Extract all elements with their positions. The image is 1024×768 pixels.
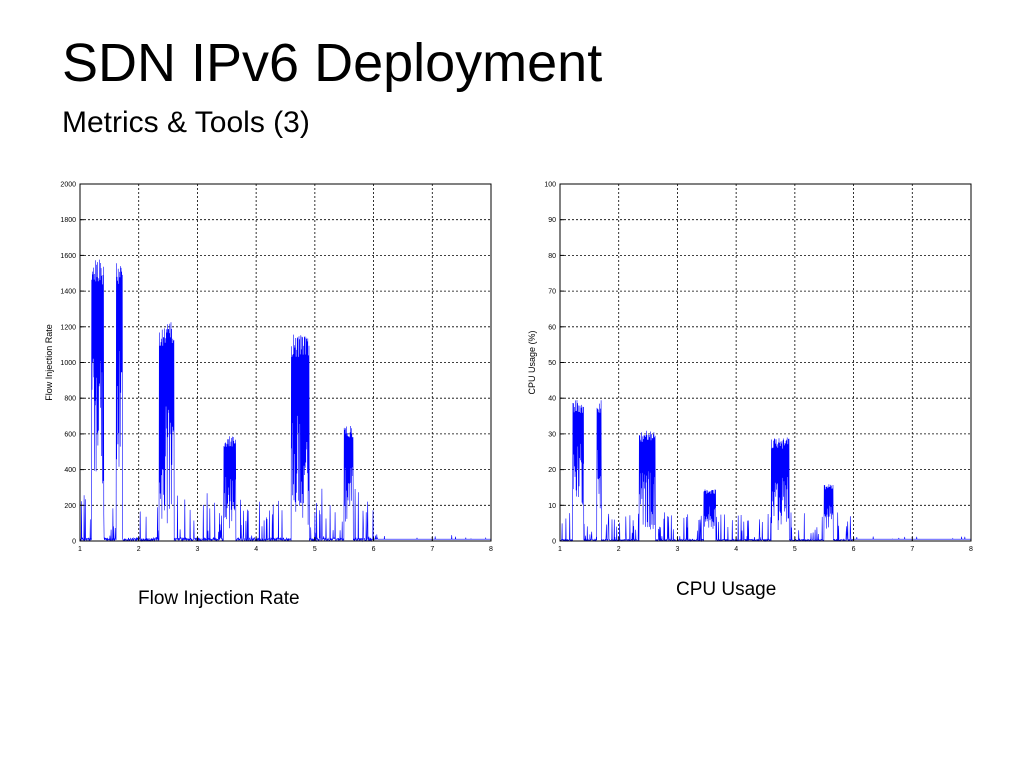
chart-flow-injection-rate: 1 2 3 4 5 6 7 8 0 200 400 600 800 1000 1200 1400 1600 180… bbox=[44, 182, 493, 554]
x-tick-label: 6 bbox=[372, 546, 376, 553]
y-tick-label: 1600 bbox=[60, 253, 76, 260]
caption-flow-injection-rate: Flow Injection Rate bbox=[138, 588, 300, 609]
y-tick-label: 1200 bbox=[60, 324, 76, 331]
y-tick-label: 2000 bbox=[60, 182, 76, 189]
x-tick-label: 2 bbox=[137, 546, 141, 553]
y-tick-label: 1800 bbox=[60, 217, 76, 224]
y-tick-label: 1000 bbox=[60, 360, 76, 367]
x-tick-label: 6 bbox=[852, 546, 856, 553]
x-tick-label: 8 bbox=[969, 546, 973, 553]
slide-title: SDN IPv6 Deployment bbox=[62, 33, 603, 93]
y-tick-label: 0 bbox=[552, 539, 556, 546]
x-tick-label: 3 bbox=[195, 546, 199, 553]
y-axis-label: CPU Usage (%) bbox=[527, 330, 537, 394]
y-tick-label: 600 bbox=[64, 431, 76, 438]
y-tick-label: 40 bbox=[548, 396, 556, 403]
y-tick-label: 800 bbox=[64, 396, 76, 403]
x-tick-label: 1 bbox=[78, 546, 82, 553]
y-axis-label: Flow Injection Rate bbox=[44, 324, 54, 401]
x-tick-label: 1 bbox=[558, 546, 562, 553]
y-tick-label: 400 bbox=[64, 467, 76, 474]
x-tick-label: 8 bbox=[489, 546, 493, 553]
y-tick-label: 70 bbox=[548, 289, 556, 296]
y-tick-label: 30 bbox=[548, 431, 556, 438]
y-tick-label: 90 bbox=[548, 217, 556, 224]
x-tick-label: 4 bbox=[734, 546, 738, 553]
x-tick-label: 3 bbox=[675, 546, 679, 553]
y-tick-label: 1400 bbox=[60, 289, 76, 296]
x-tick-label: 4 bbox=[254, 546, 258, 553]
x-tick-label: 7 bbox=[430, 546, 434, 553]
y-tick-label: 80 bbox=[548, 253, 556, 260]
x-tick-label: 7 bbox=[910, 546, 914, 553]
y-tick-label: 20 bbox=[548, 467, 556, 474]
x-tick-label: 5 bbox=[313, 546, 317, 553]
series-line bbox=[79, 259, 491, 543]
y-tick-label: 100 bbox=[544, 182, 556, 189]
y-tick-label: 200 bbox=[64, 503, 76, 510]
x-tick-label: 5 bbox=[793, 546, 797, 553]
y-tick-label: 10 bbox=[548, 503, 556, 510]
y-tick-label: 0 bbox=[72, 539, 76, 546]
y-tick-label: 50 bbox=[548, 360, 556, 367]
x-tick-label: 2 bbox=[617, 546, 621, 553]
caption-cpu-usage: CPU Usage bbox=[676, 579, 777, 600]
slide-subtitle: Metrics & Tools (3) bbox=[62, 106, 310, 139]
y-tick-label: 60 bbox=[548, 324, 556, 331]
